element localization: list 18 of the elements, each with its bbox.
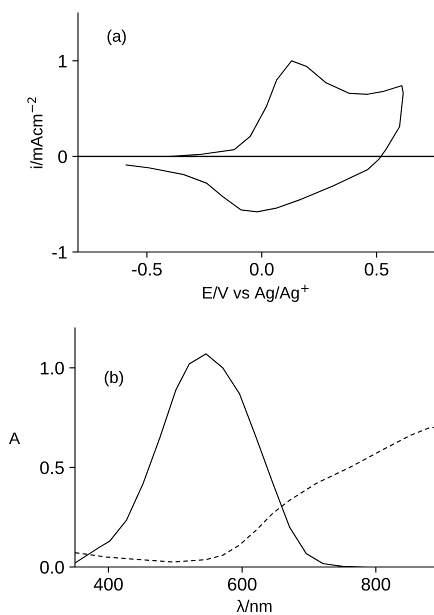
y-axis-title: i/mAcm$^{−2}$ bbox=[27, 98, 43, 168]
y-tick-label: 1 bbox=[58, 54, 67, 68]
annotation: (a) bbox=[108, 30, 126, 46]
x-axis-title: E/V vs Ag/Ag$^{+}$ bbox=[203, 284, 309, 302]
y-tick-label: 0.5 bbox=[40, 461, 64, 474]
y-tick-label: 1.0 bbox=[40, 362, 64, 375]
x-axis-title: λ/nm bbox=[236, 600, 272, 612]
annotation: (b) bbox=[104, 370, 124, 386]
y-tick-label: -1 bbox=[52, 246, 67, 259]
x-tick-label: 800 bbox=[362, 578, 390, 591]
x-tick-label: 0.0 bbox=[250, 262, 274, 276]
y-tick-label: 0.0 bbox=[40, 560, 64, 574]
x-tick-label: -0.5 bbox=[132, 262, 162, 276]
y-axis-title: A bbox=[8, 432, 20, 444]
x-tick-label: 600 bbox=[228, 578, 256, 591]
x-tick-label: 0.5 bbox=[364, 262, 388, 276]
y-tick-label: 0 bbox=[58, 150, 67, 164]
x-tick-label: 400 bbox=[94, 578, 123, 591]
